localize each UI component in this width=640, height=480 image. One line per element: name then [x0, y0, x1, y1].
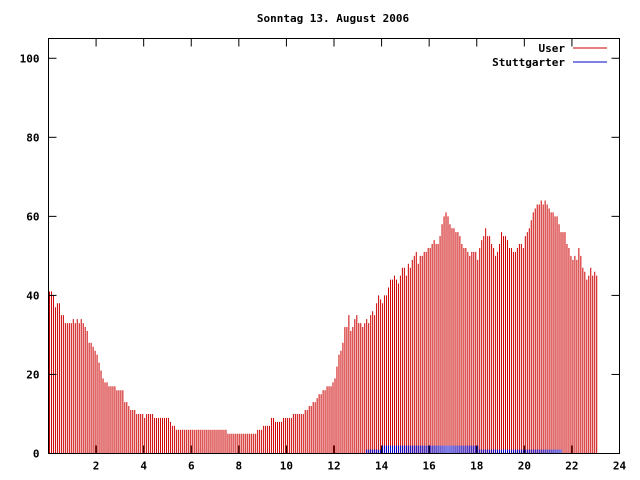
chart-title: Sonntag 13. August 2006: [257, 12, 410, 25]
y-tick-label: 100: [20, 52, 40, 65]
x-tick-label: 12: [327, 460, 340, 473]
x-tick-label: 10: [280, 460, 293, 473]
stuttgarter-series: [366, 445, 562, 454]
x-tick-label: 20: [518, 460, 531, 473]
y-tick-label: 80: [26, 131, 39, 144]
y-tick-label: 40: [26, 289, 39, 302]
user-series: [48, 200, 598, 454]
plot-frame: [48, 38, 620, 454]
x-tick-label: 24: [613, 460, 627, 473]
legend-label-user: User: [539, 42, 566, 55]
y-tick-label: 0: [33, 448, 40, 461]
x-tick-label: 14: [375, 460, 389, 473]
x-tick-label: 18: [470, 460, 483, 473]
legend-label-stuttgarter: Stuttgarter: [492, 56, 565, 69]
x-tick-label: 2: [93, 460, 100, 473]
y-tick-label: 60: [26, 210, 39, 223]
legend: User Stuttgarter: [492, 42, 607, 69]
x-tick-label: 8: [236, 460, 243, 473]
x-tick-label: 6: [188, 460, 195, 473]
x-tick-label: 16: [423, 460, 437, 473]
y-tick-label: 20: [26, 368, 39, 381]
x-tick-label: 4: [140, 460, 147, 473]
x-tick-label: 22: [565, 460, 578, 473]
